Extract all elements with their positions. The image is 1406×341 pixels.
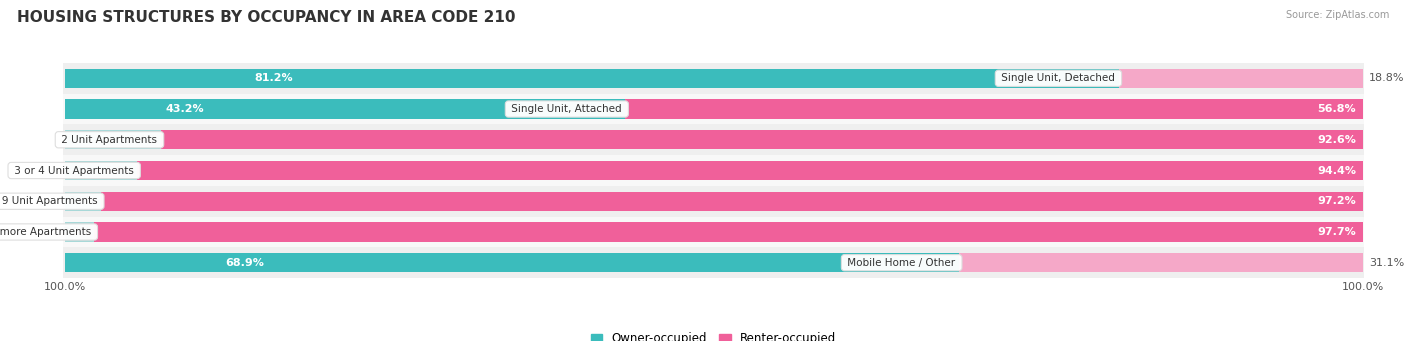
Bar <box>94 222 1362 241</box>
Bar <box>63 124 1364 155</box>
Text: 94.4%: 94.4% <box>1317 165 1355 176</box>
Text: Source: ZipAtlas.com: Source: ZipAtlas.com <box>1285 10 1389 20</box>
Text: 81.2%: 81.2% <box>254 73 292 83</box>
Bar <box>65 253 959 272</box>
Bar <box>63 94 1364 124</box>
Text: 18.8%: 18.8% <box>1369 73 1405 83</box>
Text: 2 Unit Apartments: 2 Unit Apartments <box>59 135 160 145</box>
Text: 5.6%: 5.6% <box>105 165 134 176</box>
Text: Single Unit, Detached: Single Unit, Detached <box>998 73 1119 83</box>
Text: 2.3%: 2.3% <box>62 227 90 237</box>
Bar <box>65 69 1119 88</box>
Text: 7.4%: 7.4% <box>128 135 156 145</box>
Bar <box>1119 69 1362 88</box>
Bar <box>65 192 101 211</box>
Text: 97.7%: 97.7% <box>1317 227 1355 237</box>
Bar <box>65 130 160 149</box>
Bar <box>959 253 1362 272</box>
Bar <box>626 100 1362 119</box>
Text: 2.8%: 2.8% <box>69 196 97 206</box>
Text: HOUSING STRUCTURES BY OCCUPANCY IN AREA CODE 210: HOUSING STRUCTURES BY OCCUPANCY IN AREA … <box>17 10 516 25</box>
Text: 97.2%: 97.2% <box>1317 196 1355 206</box>
Bar <box>65 100 626 119</box>
Bar <box>65 161 138 180</box>
Text: 56.8%: 56.8% <box>1317 104 1355 114</box>
Bar <box>63 63 1364 94</box>
Bar <box>101 192 1362 211</box>
Text: 3 or 4 Unit Apartments: 3 or 4 Unit Apartments <box>11 165 138 176</box>
Bar <box>65 222 94 241</box>
Text: 92.6%: 92.6% <box>1317 135 1355 145</box>
Bar <box>138 161 1362 180</box>
Bar <box>63 155 1364 186</box>
Bar <box>63 186 1364 217</box>
Bar <box>160 130 1362 149</box>
Text: 5 to 9 Unit Apartments: 5 to 9 Unit Apartments <box>0 196 101 206</box>
Text: 43.2%: 43.2% <box>166 104 204 114</box>
Bar <box>63 247 1364 278</box>
Text: Single Unit, Attached: Single Unit, Attached <box>509 104 626 114</box>
Text: 10 or more Apartments: 10 or more Apartments <box>0 227 94 237</box>
Bar <box>63 217 1364 247</box>
Text: 68.9%: 68.9% <box>225 258 264 268</box>
Legend: Owner-occupied, Renter-occupied: Owner-occupied, Renter-occupied <box>586 328 841 341</box>
Text: 31.1%: 31.1% <box>1369 258 1405 268</box>
Text: Mobile Home / Other: Mobile Home / Other <box>845 258 959 268</box>
